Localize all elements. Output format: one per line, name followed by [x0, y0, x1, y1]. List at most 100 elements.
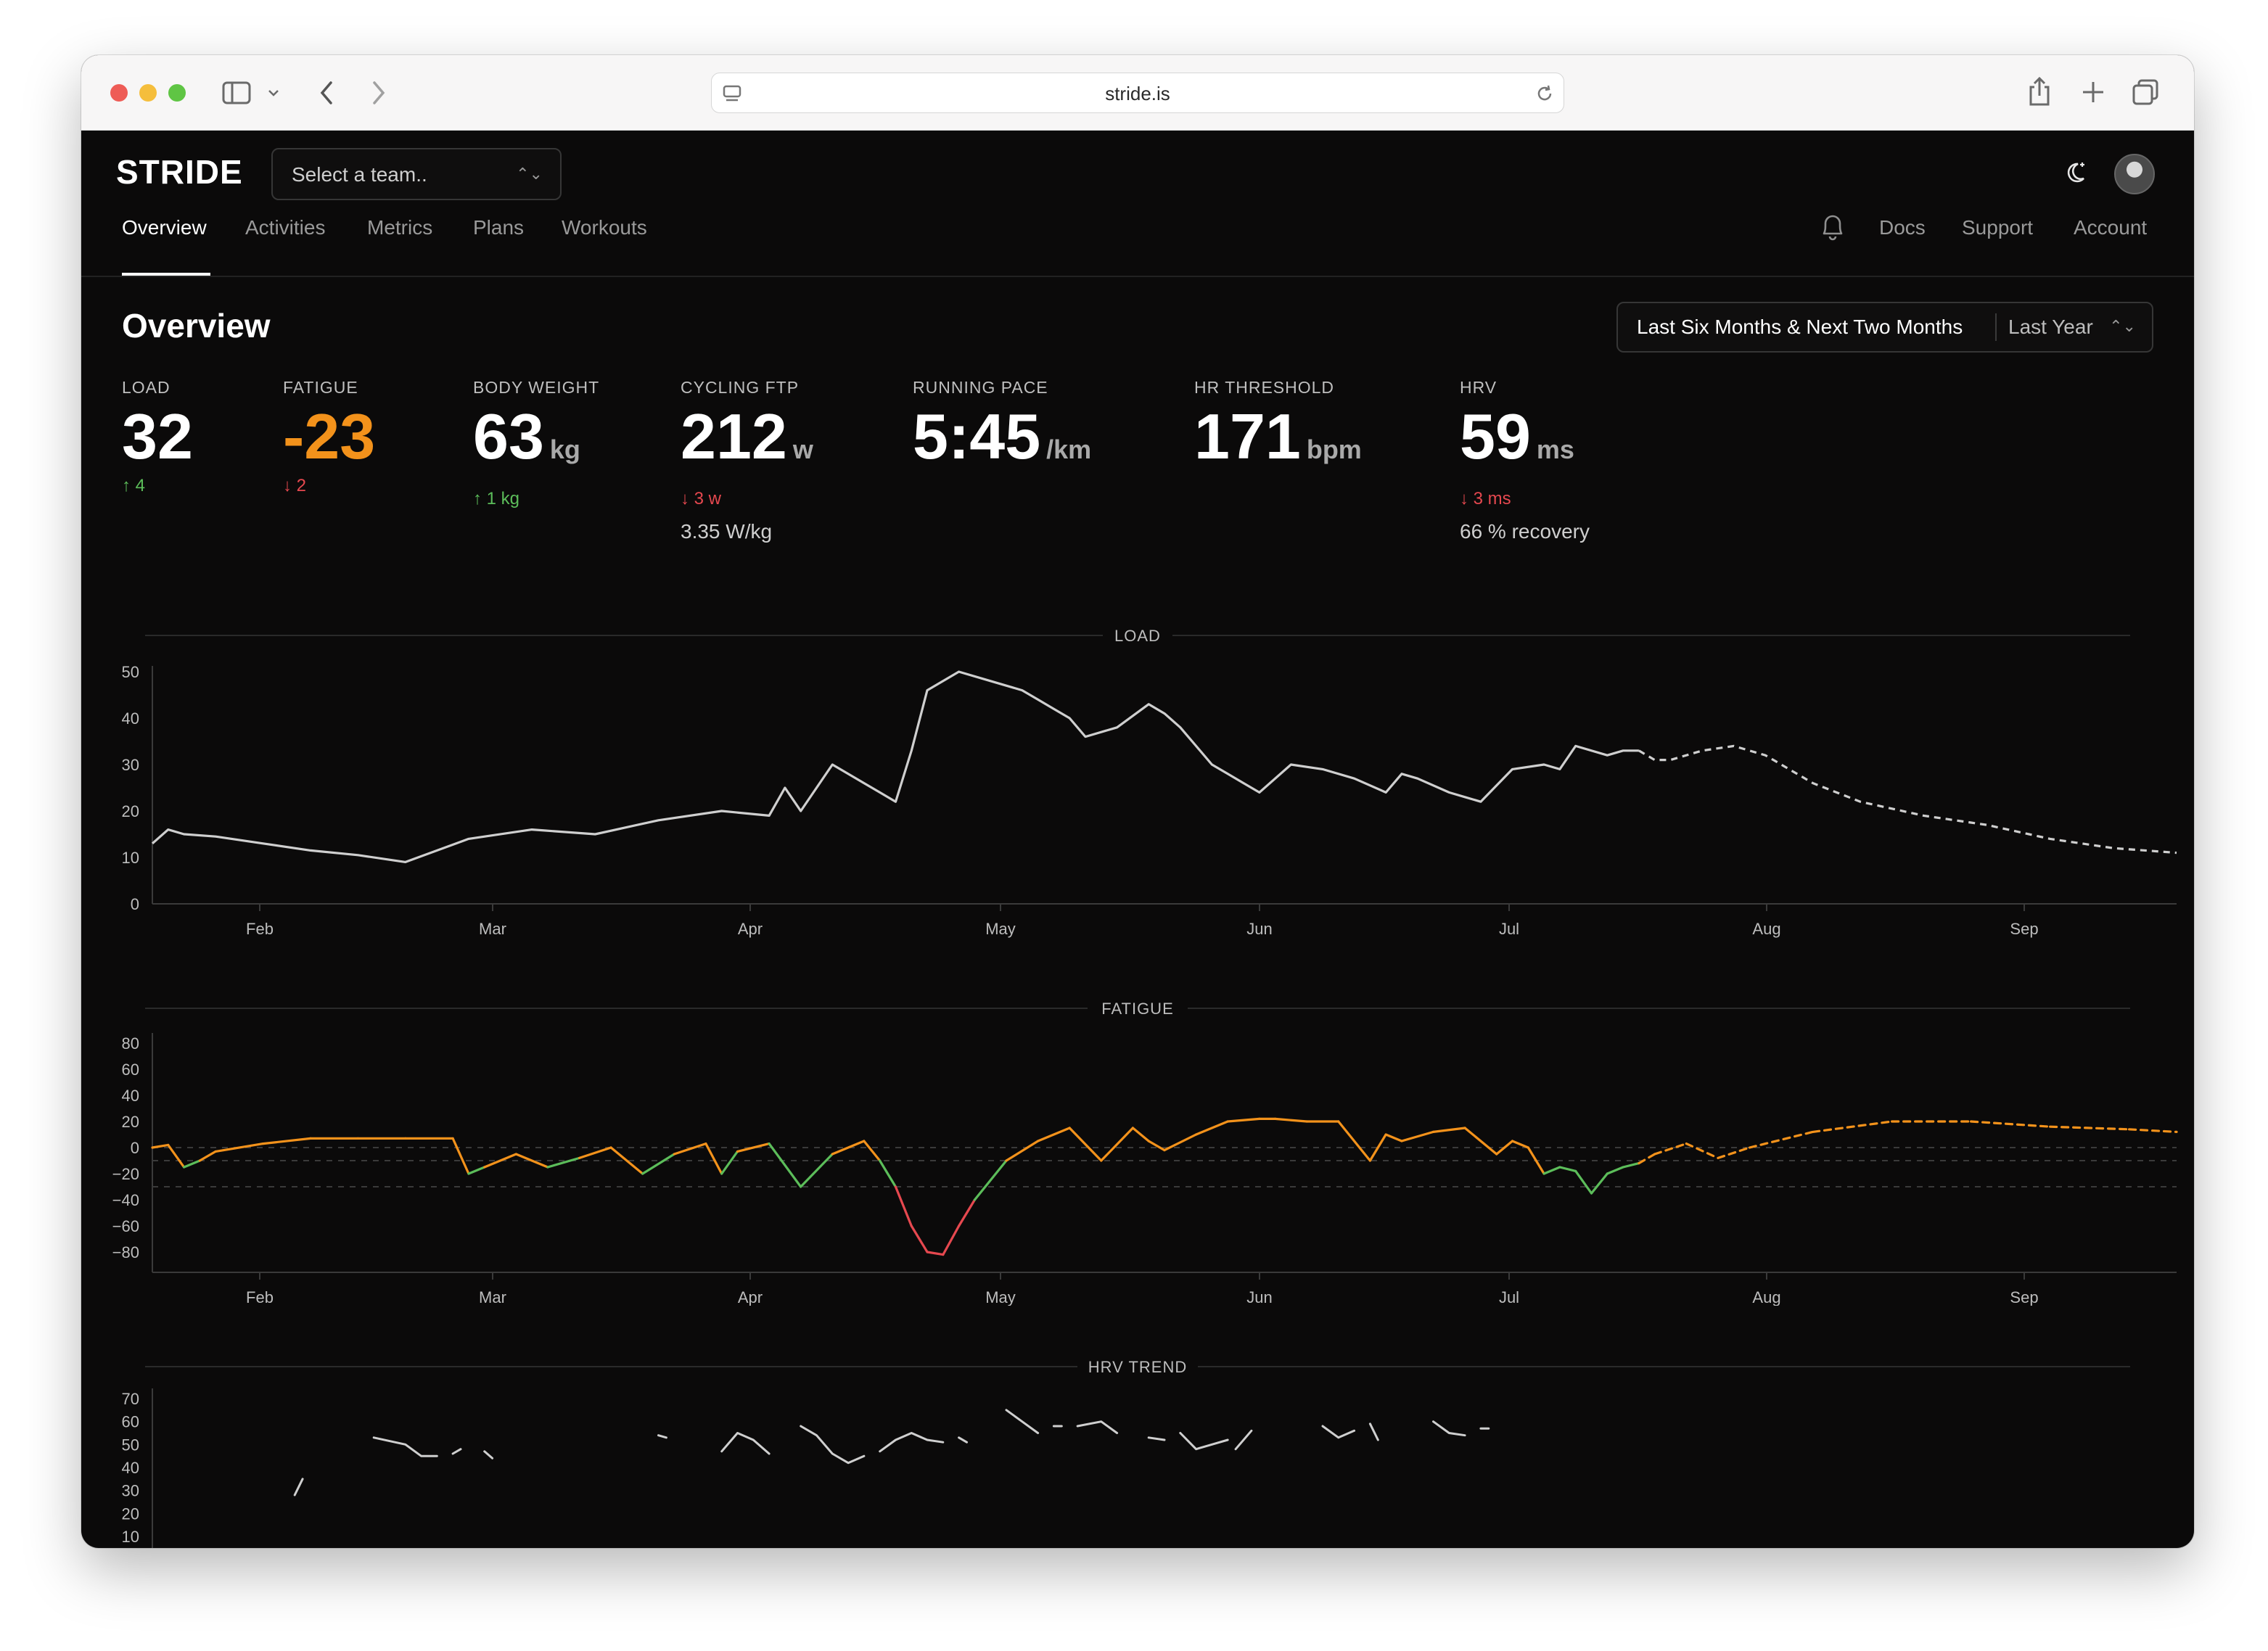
hrv-series-segment	[1147, 1436, 1166, 1441]
fatigue-series-segment	[1590, 1172, 1608, 1195]
x-tick-label: Feb	[246, 1288, 274, 1306]
fatigue-series-segment	[1527, 1146, 1545, 1175]
tab-activities[interactable]: Activities	[245, 216, 326, 239]
fatigue-forecast-segment	[1812, 1120, 1894, 1133]
chevron-updown-icon: ⌃⌄	[2109, 317, 2136, 335]
stat-delta: ↑ 1 kg	[473, 489, 520, 509]
header-divider	[81, 276, 2194, 277]
hrv-series-segment	[483, 1450, 494, 1459]
hrv-series-segment	[657, 1434, 667, 1439]
support-link[interactable]: Support	[1962, 216, 2034, 239]
fatigue-series-segment	[863, 1140, 882, 1162]
stat-value: 5:45/km	[913, 402, 1091, 485]
docs-link[interactable]: Docs	[1879, 216, 1926, 239]
y-tick-label: 10	[122, 1528, 139, 1546]
fatigue-series-segment	[1226, 1117, 1261, 1123]
y-tick-label: 70	[122, 1390, 139, 1408]
hrv-series-segment	[1368, 1423, 1379, 1441]
tab-overview[interactable]: Overview	[122, 216, 207, 239]
y-tick-label: 20	[122, 802, 139, 820]
avatar[interactable]	[2114, 154, 2155, 194]
stat-label: BODY WEIGHT	[473, 378, 600, 397]
load-series-line	[151, 670, 1639, 863]
x-tick-label: Sep	[2010, 1288, 2038, 1306]
date-range-select[interactable]: Last Six Months & Next Two Months Last Y…	[1616, 302, 2153, 353]
y-tick-label: 0	[131, 895, 139, 913]
fatigue-series-segment	[198, 1150, 217, 1162]
bell-icon[interactable]	[1818, 210, 1847, 242]
stat-label: HRV	[1460, 378, 1497, 397]
x-tick-label: Jul	[1499, 920, 1519, 938]
minimize-window-button[interactable]	[139, 84, 157, 102]
fatigue-series-segment	[973, 1159, 1008, 1201]
fatigue-series-segment	[942, 1224, 961, 1256]
brand-logo[interactable]: STRIDE	[116, 153, 243, 191]
fatigue-series-segment	[1622, 1162, 1640, 1169]
stat-hrv: HRV 59 ms ↓ 3 ms 66 % recovery	[1460, 377, 1590, 544]
tab-workouts[interactable]: Workouts	[562, 216, 647, 239]
fatigue-series-segment	[1558, 1166, 1577, 1172]
y-tick-label: 60	[122, 1061, 139, 1079]
browser-toolbar: stride.is	[81, 55, 2194, 131]
account-link[interactable]: Account	[2074, 216, 2148, 239]
y-tick-label: 50	[122, 1436, 139, 1454]
zoom-window-button[interactable]	[168, 84, 186, 102]
fatigue-series-segment	[1273, 1117, 1308, 1123]
sidebar-icon[interactable]	[222, 81, 251, 104]
fatigue-series-segment	[1400, 1130, 1435, 1142]
x-tick-label: Jun	[1246, 1288, 1272, 1306]
fatigue-series-segment	[894, 1185, 913, 1227]
fatigue-series-segment	[768, 1142, 802, 1188]
fatigue-series-segment	[1068, 1127, 1103, 1162]
hrv-series-segment	[1076, 1420, 1119, 1434]
x-tick-label: Mar	[479, 920, 506, 938]
stat-label: LOAD	[122, 378, 170, 397]
date-range-primary: Last Six Months & Next Two Months	[1637, 316, 1963, 338]
y-tick-label: 40	[122, 1087, 139, 1105]
hrv-series-segment	[879, 1432, 945, 1453]
stat-unit: bpm	[1306, 435, 1362, 464]
team-select[interactable]: Select a team.. ⌃⌄	[271, 148, 562, 200]
hrv-trend-chart: HRV TREND 70 60 50 40 30 20 10	[122, 1358, 2130, 1548]
chevron-right-icon[interactable]	[370, 80, 387, 106]
y-tick-label: −60	[112, 1217, 139, 1235]
fatigue-series-segment	[926, 1251, 945, 1256]
team-select-placeholder: Select a team..	[292, 163, 427, 186]
y-tick-label: 40	[122, 1459, 139, 1477]
chevron-down-icon[interactable]	[267, 88, 280, 97]
x-tick-label: Aug	[1752, 1288, 1780, 1306]
stat-number: 59	[1460, 400, 1531, 472]
address-bar[interactable]: stride.is	[711, 73, 1564, 113]
fatigue-series-segment	[879, 1159, 897, 1188]
hrv-series-segment	[1234, 1429, 1253, 1451]
stat-label: FATIGUE	[283, 378, 358, 397]
stat-fatigue: FATIGUE -23 ↓ 2	[283, 377, 375, 498]
fatigue-series-segment	[546, 1156, 581, 1169]
fatigue-series-segment	[451, 1137, 470, 1175]
fatigue-series-segment	[1495, 1140, 1514, 1156]
stat-delta: ↑ 4	[122, 476, 146, 495]
share-icon[interactable]	[2027, 75, 2052, 107]
fatigue-series-segment	[1147, 1140, 1166, 1152]
stat-extra: 3.35 W/kg	[681, 520, 773, 543]
close-window-button[interactable]	[110, 84, 128, 102]
chevron-updown-icon: ⌃⌄	[516, 165, 543, 183]
stat-hr-threshold: HR THRESHOLD 171 bpm	[1194, 377, 1362, 485]
stat-value: 63 kg	[473, 402, 599, 485]
reload-icon[interactable]	[1534, 83, 1555, 104]
plus-icon[interactable]	[2081, 80, 2105, 104]
x-tick-label: Aug	[1752, 920, 1780, 938]
x-tick-label: Apr	[738, 1288, 763, 1306]
stat-label: CYCLING FTP	[681, 378, 800, 397]
tab-plans[interactable]: Plans	[473, 216, 525, 239]
hrv-series-segment	[451, 1448, 462, 1455]
fatigue-series-segment	[704, 1142, 723, 1175]
tabs-icon[interactable]	[2132, 78, 2159, 106]
stat-body-weight: BODY WEIGHT 63 kg ↑ 1 kg	[473, 377, 599, 511]
tab-metrics[interactable]: Metrics	[367, 216, 433, 239]
stat-label: RUNNING PACE	[913, 378, 1048, 397]
date-range-divider	[1995, 313, 1997, 341]
theme-toggle-icon[interactable]	[2060, 158, 2090, 187]
chevron-left-icon[interactable]	[318, 80, 335, 106]
stat-number: 171	[1194, 400, 1301, 472]
